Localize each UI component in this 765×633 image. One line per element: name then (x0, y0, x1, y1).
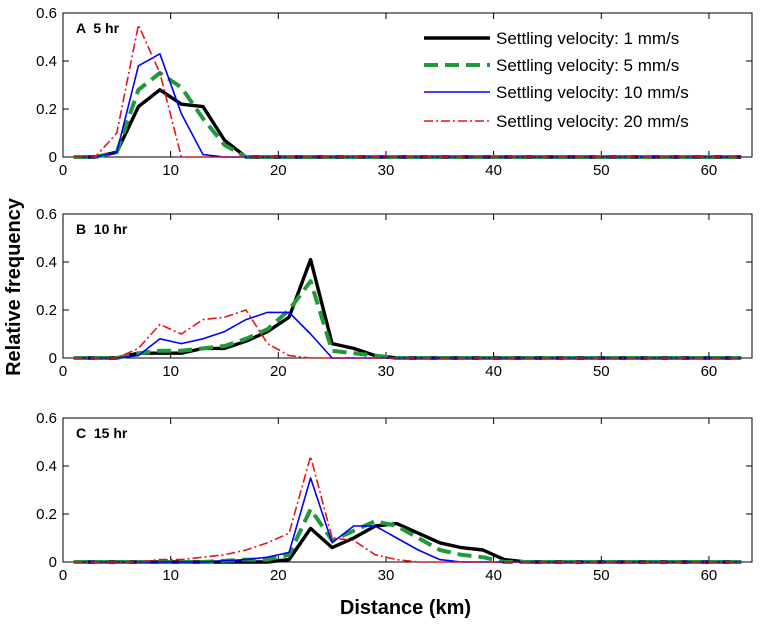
y-tick-label: 0 (49, 350, 57, 367)
legend-entry: Settling velocity: 10 mm/s (496, 83, 689, 102)
y-tick-label: 0.2 (36, 101, 57, 118)
x-tick-label: 30 (378, 162, 395, 179)
x-tick-label: 10 (162, 363, 179, 380)
x-tick-label: 10 (162, 162, 179, 179)
y-tick-label: 0.6 (36, 206, 57, 223)
series-line-10mms (73, 311, 742, 359)
x-tick-label: 50 (593, 567, 610, 584)
panel-label: A 5 hr (76, 20, 120, 36)
y-tick-label: 0.2 (36, 302, 57, 319)
axes-box (62, 213, 753, 359)
x-tick-label: 0 (59, 567, 67, 584)
axes-box (62, 417, 753, 563)
series-line-10mms (73, 477, 742, 563)
x-tick-label: 20 (270, 567, 287, 584)
series-line-5mms (73, 507, 742, 564)
panel-label: B 10 hr (76, 221, 128, 237)
legend-entry: Settling velocity: 1 mm/s (496, 29, 679, 48)
legend-entry: Settling velocity: 20 mm/s (496, 112, 689, 131)
panel-b: 0 10 20 30 40 50 60 0 0.2 0.4 0.6 B 10 hr (36, 206, 753, 380)
x-tick-label: 10 (162, 567, 179, 584)
panel-a: 0 10 20 30 40 50 60 0 0.2 0.4 0.6 A 5 hr (36, 5, 753, 179)
x-tick-label: 40 (485, 567, 502, 584)
y-tick-label: 0 (49, 149, 57, 166)
panel-label: C 15 hr (76, 425, 128, 441)
series-line-5mms (73, 279, 742, 360)
x-tick-label: 30 (378, 567, 395, 584)
panel-c: 0 10 20 30 40 50 60 0 0.2 0.4 0.6 C 15 hr (36, 410, 753, 584)
legend-entry: Settling velocity: 5 mm/s (496, 56, 679, 75)
x-tick-label: 0 (59, 363, 67, 380)
y-tick-label: 0.6 (36, 410, 57, 427)
legend: Settling velocity: 1 mm/s Settling veloci… (424, 29, 689, 131)
x-tick-label: 50 (593, 363, 610, 380)
x-axis-title: Distance (km) (340, 597, 471, 619)
y-tick-label: 0 (49, 554, 57, 571)
series-line-20mms (73, 24, 742, 158)
x-tick-label: 0 (59, 162, 67, 179)
y-tick-label: 0.4 (36, 458, 57, 475)
x-tick-label: 20 (270, 363, 287, 380)
x-tick-label: 40 (485, 162, 502, 179)
y-tick-label: 0.4 (36, 53, 57, 70)
x-tick-label: 60 (701, 162, 718, 179)
y-tick-label: 0.2 (36, 506, 57, 523)
y-tick-label: 0.4 (36, 254, 57, 271)
series-line-20mms (73, 309, 742, 359)
x-tick-label: 60 (701, 363, 718, 380)
y-tick-label: 0.6 (36, 5, 57, 22)
x-tick-label: 30 (378, 363, 395, 380)
y-axis-title: Relative frequency (3, 197, 25, 376)
x-tick-label: 50 (593, 162, 610, 179)
series-line-20mms (73, 455, 742, 563)
x-tick-label: 20 (270, 162, 287, 179)
x-tick-label: 60 (701, 567, 718, 584)
x-tick-label: 40 (485, 363, 502, 380)
